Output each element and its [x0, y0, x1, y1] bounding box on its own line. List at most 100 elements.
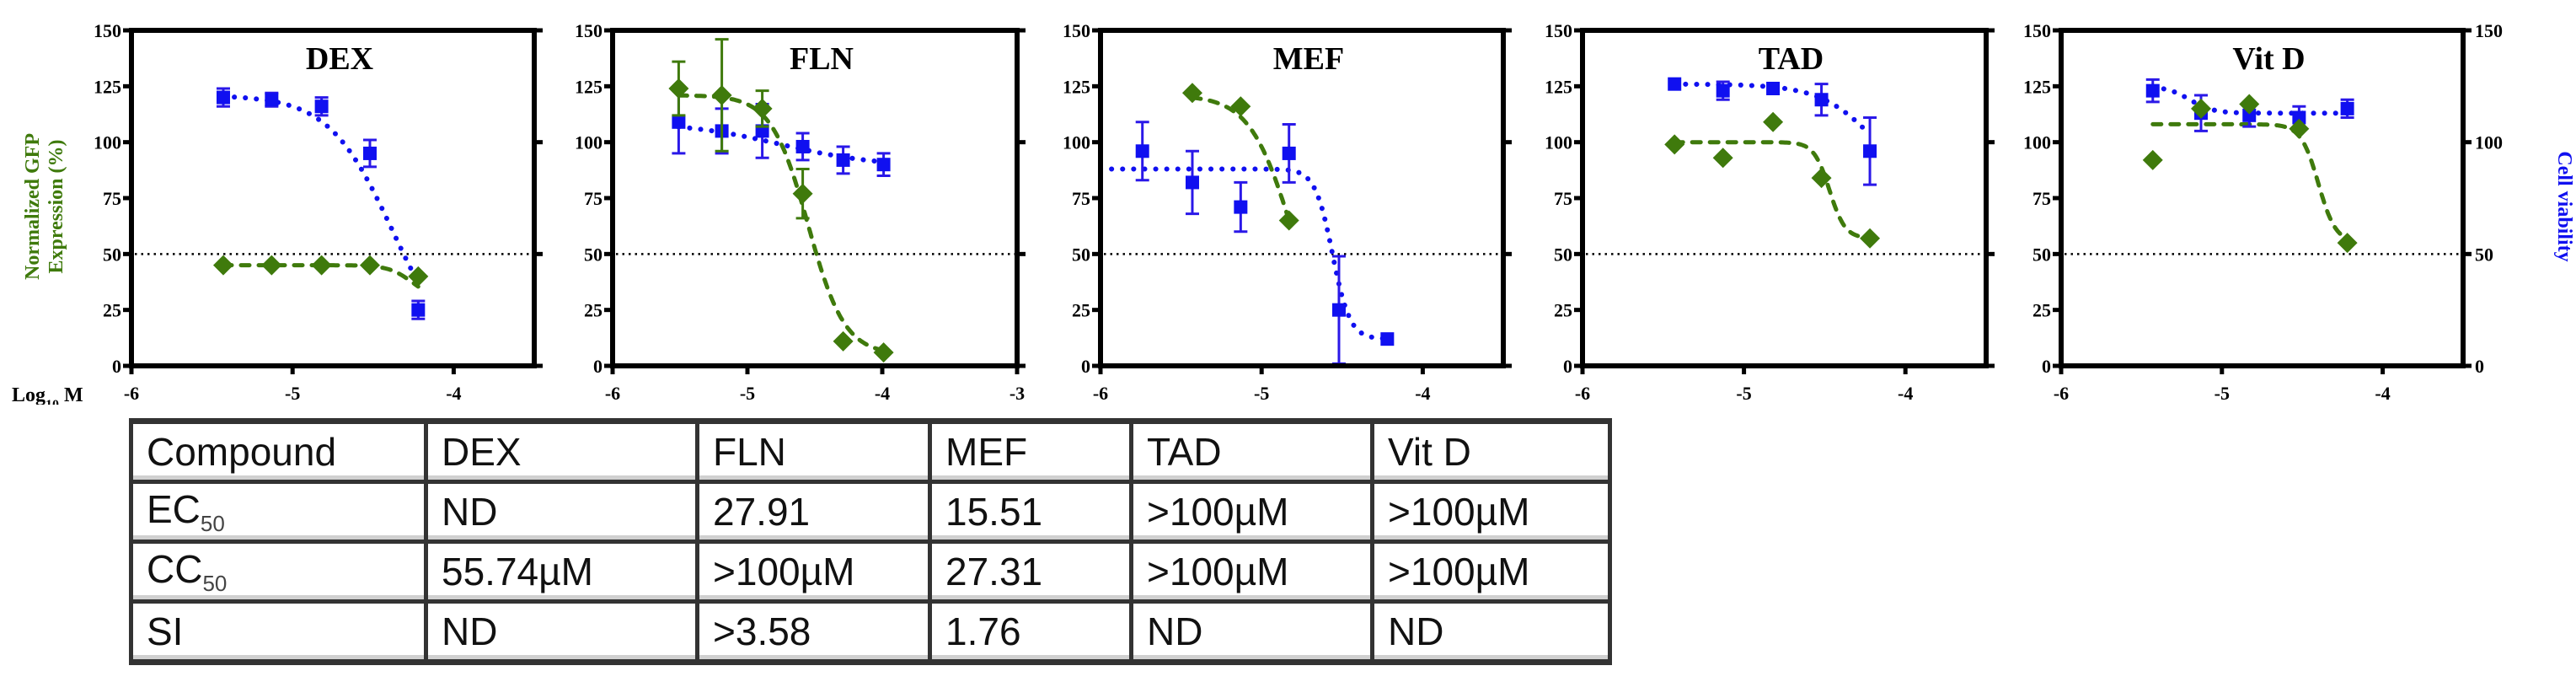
y-tick-label: 25	[2032, 300, 2051, 321]
y-tick-label: 150	[575, 20, 602, 41]
y-tick-label: 100	[94, 132, 121, 153]
viability-square-marker	[314, 99, 329, 114]
chart-title: DEX	[306, 41, 373, 77]
gfp-diamond-marker	[1664, 134, 1685, 155]
y-tick-label: 150	[2023, 20, 2051, 41]
viability-square-marker	[265, 93, 279, 107]
y-tick-label: 25	[1554, 300, 1572, 321]
plot-frame	[1580, 28, 1989, 368]
viability-square-marker	[1185, 175, 1199, 190]
table-row-cc50: CC50 55.74µM >100µM 27.31 >100µM >100µM	[129, 540, 1612, 604]
table-header-cell: Compound	[129, 418, 428, 484]
gfp-diamond-marker	[1811, 168, 1832, 189]
y-tick-label: 0	[112, 356, 121, 377]
viability-square-marker	[1380, 332, 1395, 346]
left-axis-label: Normalized GFP Expression (%)	[22, 133, 67, 280]
x-tick-label: -6	[2054, 383, 2069, 404]
viability-square-marker	[672, 115, 686, 129]
y-tick-label: 75	[103, 188, 121, 209]
right-y-tick-label: 100	[2475, 132, 2503, 153]
table-cell: ND	[1370, 599, 1612, 665]
x-tick-label: -6	[124, 383, 139, 404]
viability-square-marker	[216, 90, 230, 105]
viability-square-marker	[2340, 101, 2354, 115]
y-tick-label: 0	[593, 356, 602, 377]
chart-panel-dex: 0 25 50 75 100 125 150 -6 -5 -4 DEX	[94, 20, 543, 404]
chart-panel-tad: 0 25 50 75 100 125 150 -6 -5 -4 TAD	[1545, 20, 1995, 404]
y-tick-label: 25	[584, 300, 602, 321]
x-tick-label: -4	[446, 383, 461, 404]
viability-square-marker	[2145, 83, 2160, 98]
viability-square-marker	[1331, 303, 1346, 317]
table-header-cell: MEF	[928, 418, 1133, 484]
table-cell: 1.76	[928, 599, 1133, 665]
table-cell: 27.31	[928, 540, 1133, 604]
summary-table-container: Compound DEX FLN MEF TAD Vit D EC50 ND 2…	[129, 418, 1612, 665]
table-row-si: SI ND >3.58 1.76 ND ND	[129, 599, 1612, 665]
plot-frame	[610, 28, 1020, 368]
plot-frame	[1098, 28, 1506, 368]
gfp-diamond-marker	[1763, 111, 1784, 132]
x-tick-label: -5	[1254, 383, 1269, 404]
y-tick-label: 125	[1545, 76, 1572, 97]
row-label-si: SI	[129, 599, 428, 665]
viability-square-marker	[876, 158, 891, 172]
gfp-diamond-marker	[2142, 149, 2163, 170]
y-tick-label: 100	[575, 132, 602, 153]
x-tick-label: -6	[1575, 383, 1590, 404]
right-y-tick-label: 150	[2475, 20, 2503, 41]
y-tick-label: 25	[103, 300, 121, 321]
chart-panel-vit-d: 0 25 50 75 100 125 150 0 50 100 150 -6 -5 -4 Vit D	[2023, 20, 2503, 404]
viability-square-marker	[1814, 93, 1829, 107]
x-tick-label: -4	[1898, 383, 1913, 404]
gfp-diamond-marker	[752, 98, 773, 119]
y-tick-label: 50	[1072, 244, 1090, 265]
gfp-diamond-marker	[1712, 148, 1733, 169]
gfp-diamond-marker	[1181, 83, 1202, 104]
y-tick-label: 25	[1072, 300, 1090, 321]
gfp-diamond-marker	[711, 84, 732, 105]
chart-title: MEF	[1273, 41, 1344, 77]
right-y-tick-label: 50	[2475, 244, 2493, 265]
y-tick-label: 50	[584, 244, 602, 265]
svg-text:Normalized GFP: Normalized GFP	[22, 133, 44, 280]
table-cell: 55.74µM	[424, 540, 699, 604]
table-cell: ND	[424, 599, 699, 665]
x-tick-label: -3	[1010, 383, 1025, 404]
gfp-diamond-marker	[359, 255, 380, 276]
y-tick-label: 150	[1545, 20, 1572, 41]
y-tick-label: 50	[2032, 244, 2051, 265]
gfp-fit-curve	[1672, 140, 1872, 240]
right-y-tick-label: 0	[2475, 356, 2484, 377]
gfp-diamond-marker	[873, 342, 894, 363]
viability-square-marker	[1135, 144, 1149, 158]
viability-square-marker	[1766, 81, 1781, 95]
chart-title: Vit D	[2232, 41, 2305, 77]
y-tick-label: 75	[1072, 188, 1090, 209]
chart-panel-mef: 0 25 50 75 100 125 150 -6 -5 -4 MEF	[1063, 20, 1512, 404]
table-cell: >100µM	[1129, 480, 1374, 544]
viability-square-marker	[1863, 144, 1877, 158]
viability-fit-curve	[2150, 84, 2350, 116]
viability-square-marker	[1668, 77, 1682, 91]
gfp-diamond-marker	[261, 255, 282, 276]
svg-text:Expression (%): Expression (%)	[46, 140, 67, 274]
gfp-fit-curve	[676, 93, 886, 353]
gfp-diamond-marker	[1278, 210, 1299, 231]
viability-square-marker	[2292, 110, 2306, 125]
table-header-cell: DEX	[424, 418, 699, 484]
viability-square-marker	[1282, 146, 1296, 160]
gfp-diamond-marker	[2239, 94, 2260, 115]
table-cell: >100µM	[695, 540, 932, 604]
viability-square-marker	[1716, 83, 1730, 98]
right-axis-label: Cell viability (% VC)	[2553, 151, 2575, 261]
svg-text:Cell viability: Cell viability	[2553, 151, 2575, 261]
chart-panel-fln: 0 25 50 75 100 125 150 -6 -5 -4 -3 FLN	[575, 20, 1026, 404]
viability-square-marker	[1234, 200, 1248, 214]
row-label-cc50: CC50	[129, 540, 428, 604]
table-cell: >100µM	[1129, 540, 1374, 604]
y-tick-label: 125	[1063, 76, 1090, 97]
y-tick-label: 150	[94, 20, 121, 41]
gfp-diamond-marker	[2289, 118, 2310, 139]
x-tick-label: -5	[2215, 383, 2230, 404]
